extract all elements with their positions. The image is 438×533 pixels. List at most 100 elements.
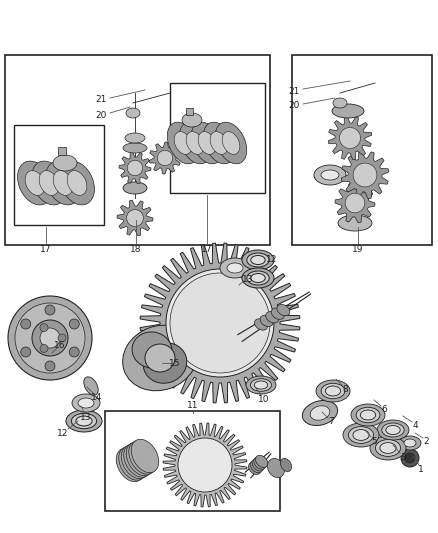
Ellipse shape xyxy=(123,325,198,391)
Text: 20: 20 xyxy=(289,101,300,110)
Ellipse shape xyxy=(203,122,235,164)
Ellipse shape xyxy=(254,457,266,469)
Ellipse shape xyxy=(32,161,67,205)
Bar xyxy=(292,55,432,245)
Ellipse shape xyxy=(242,268,274,288)
Ellipse shape xyxy=(53,155,77,171)
Bar xyxy=(58,147,66,155)
Text: 20: 20 xyxy=(95,110,107,119)
Ellipse shape xyxy=(222,132,240,155)
Ellipse shape xyxy=(191,122,223,164)
Circle shape xyxy=(21,319,31,329)
Text: 15: 15 xyxy=(169,359,181,368)
Ellipse shape xyxy=(325,386,341,396)
Bar xyxy=(186,108,193,115)
Ellipse shape xyxy=(246,376,276,394)
Ellipse shape xyxy=(123,143,147,153)
Text: 11: 11 xyxy=(187,400,199,409)
Ellipse shape xyxy=(39,171,59,196)
Text: 16: 16 xyxy=(54,341,66,350)
Ellipse shape xyxy=(386,425,400,434)
Ellipse shape xyxy=(67,171,87,196)
Circle shape xyxy=(40,328,60,348)
Ellipse shape xyxy=(333,98,347,108)
Circle shape xyxy=(21,347,31,357)
Circle shape xyxy=(405,453,415,463)
Ellipse shape xyxy=(72,394,100,412)
Ellipse shape xyxy=(145,344,175,372)
Ellipse shape xyxy=(370,436,406,460)
Ellipse shape xyxy=(126,108,140,118)
Ellipse shape xyxy=(227,263,243,273)
Polygon shape xyxy=(163,423,247,507)
Ellipse shape xyxy=(119,447,146,480)
Text: 19: 19 xyxy=(352,246,364,254)
Ellipse shape xyxy=(351,404,385,426)
Text: 10: 10 xyxy=(258,395,270,405)
Circle shape xyxy=(40,344,48,352)
Ellipse shape xyxy=(179,122,211,164)
Text: 13: 13 xyxy=(80,413,92,422)
Ellipse shape xyxy=(198,132,216,155)
Ellipse shape xyxy=(268,458,285,478)
Polygon shape xyxy=(117,200,153,236)
Bar xyxy=(170,83,265,193)
Ellipse shape xyxy=(251,379,272,391)
Circle shape xyxy=(45,361,55,371)
Ellipse shape xyxy=(121,445,149,479)
Ellipse shape xyxy=(353,430,369,440)
Ellipse shape xyxy=(215,122,247,164)
Circle shape xyxy=(45,305,55,315)
Ellipse shape xyxy=(252,459,264,471)
Ellipse shape xyxy=(314,165,346,185)
Circle shape xyxy=(127,209,143,227)
Ellipse shape xyxy=(404,439,416,447)
Ellipse shape xyxy=(182,113,202,127)
Ellipse shape xyxy=(338,215,372,231)
Circle shape xyxy=(127,160,143,176)
Circle shape xyxy=(339,127,360,149)
Polygon shape xyxy=(119,152,151,184)
Ellipse shape xyxy=(143,343,187,383)
Ellipse shape xyxy=(266,312,279,323)
Bar xyxy=(105,411,280,511)
Text: 13: 13 xyxy=(242,274,254,284)
Ellipse shape xyxy=(78,398,94,408)
Text: 14: 14 xyxy=(91,392,102,401)
Text: 17: 17 xyxy=(201,246,213,254)
Ellipse shape xyxy=(125,133,145,143)
Ellipse shape xyxy=(53,171,73,196)
Ellipse shape xyxy=(343,423,379,447)
Circle shape xyxy=(157,150,173,166)
Ellipse shape xyxy=(356,407,380,423)
Ellipse shape xyxy=(248,462,261,474)
Circle shape xyxy=(8,296,92,380)
Ellipse shape xyxy=(332,104,364,118)
Ellipse shape xyxy=(66,410,102,432)
Ellipse shape xyxy=(25,171,45,196)
Circle shape xyxy=(166,269,274,377)
Ellipse shape xyxy=(254,319,268,330)
Ellipse shape xyxy=(186,132,204,155)
Ellipse shape xyxy=(247,253,269,267)
Text: 21: 21 xyxy=(289,86,300,95)
Ellipse shape xyxy=(251,255,265,264)
Ellipse shape xyxy=(399,436,421,450)
Ellipse shape xyxy=(210,132,228,155)
Ellipse shape xyxy=(247,271,269,285)
Ellipse shape xyxy=(251,273,265,282)
Ellipse shape xyxy=(242,250,274,270)
Bar xyxy=(14,125,104,225)
Ellipse shape xyxy=(310,406,330,420)
Text: 21: 21 xyxy=(95,95,107,104)
Ellipse shape xyxy=(123,182,147,194)
Ellipse shape xyxy=(174,132,192,155)
Text: 4: 4 xyxy=(412,421,418,430)
Ellipse shape xyxy=(277,304,290,316)
Circle shape xyxy=(345,193,365,213)
Text: 1: 1 xyxy=(418,464,424,473)
Ellipse shape xyxy=(167,122,199,164)
Ellipse shape xyxy=(71,413,97,429)
Polygon shape xyxy=(335,183,375,223)
Circle shape xyxy=(58,334,66,342)
